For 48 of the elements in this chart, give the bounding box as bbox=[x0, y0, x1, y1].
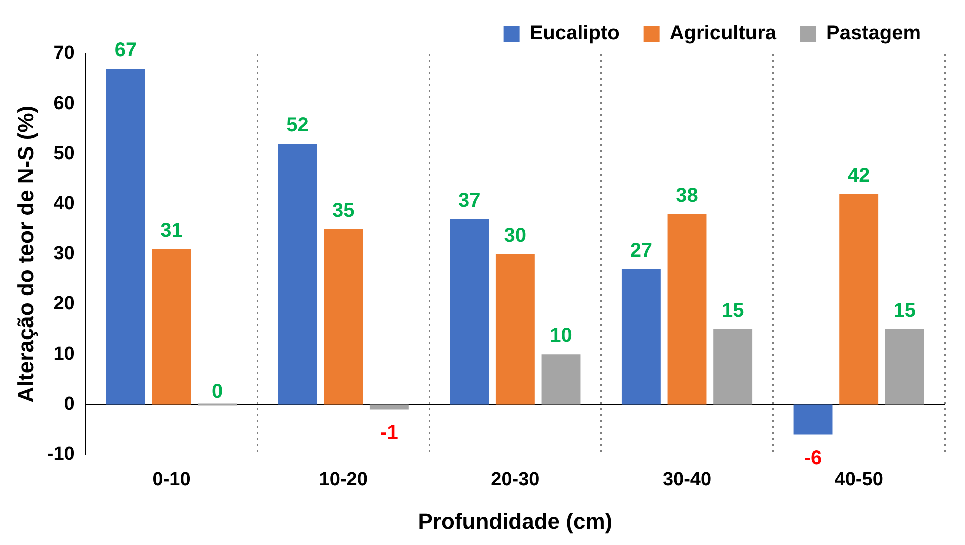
y-tick-label: 30 bbox=[54, 244, 75, 265]
x-tick-label: 0-10 bbox=[152, 469, 191, 490]
bar bbox=[152, 249, 192, 405]
data-label: 67 bbox=[114, 40, 138, 62]
data-label: 35 bbox=[332, 200, 355, 222]
y-tick-label: -10 bbox=[47, 444, 75, 466]
legend-label: Agricultura bbox=[670, 22, 778, 45]
data-label: 27 bbox=[630, 240, 653, 262]
bar bbox=[840, 194, 879, 405]
bar bbox=[622, 269, 661, 405]
data-label: -1 bbox=[380, 422, 398, 444]
y-tick-label: 10 bbox=[54, 344, 75, 365]
y-tick-label: 70 bbox=[54, 43, 75, 64]
bar bbox=[324, 229, 364, 405]
bar bbox=[106, 69, 146, 405]
data-label: 30 bbox=[504, 224, 527, 247]
data-label: 31 bbox=[160, 220, 183, 242]
x-axis-title: Profundidade (cm) bbox=[418, 508, 613, 534]
x-tick-label: 30-40 bbox=[662, 469, 712, 490]
data-label: 42 bbox=[848, 164, 870, 187]
bar bbox=[714, 330, 753, 405]
legend-label: Pastagem bbox=[826, 22, 922, 45]
y-axis-title: Alteração do teor de N-S (%) bbox=[13, 106, 38, 403]
data-label: 37 bbox=[458, 190, 481, 212]
x-tick-label: 10-20 bbox=[319, 469, 368, 490]
bar bbox=[278, 144, 318, 405]
bar bbox=[370, 404, 409, 410]
x-tick-label: 40-50 bbox=[834, 469, 884, 490]
data-label: 15 bbox=[894, 300, 916, 322]
x-tick-label: 20-30 bbox=[491, 469, 540, 490]
data-label: -6 bbox=[804, 447, 822, 470]
data-label: 0 bbox=[212, 381, 224, 404]
bar bbox=[885, 330, 924, 405]
data-label: 52 bbox=[286, 114, 309, 137]
data-label: 38 bbox=[676, 184, 698, 207]
data-label: 10 bbox=[550, 325, 572, 348]
y-tick-label: 0 bbox=[64, 394, 75, 415]
y-tick-label: 50 bbox=[54, 143, 75, 164]
data-label: 15 bbox=[722, 300, 744, 322]
legend-label: Eucalipto bbox=[530, 22, 620, 45]
bar bbox=[794, 404, 833, 435]
y-tick-label: 20 bbox=[54, 294, 75, 315]
bar bbox=[450, 219, 490, 405]
y-tick-label: 40 bbox=[54, 194, 75, 215]
y-tick-label: 60 bbox=[54, 93, 75, 114]
bar bbox=[496, 254, 535, 405]
bar bbox=[668, 214, 707, 405]
bar bbox=[542, 354, 581, 405]
